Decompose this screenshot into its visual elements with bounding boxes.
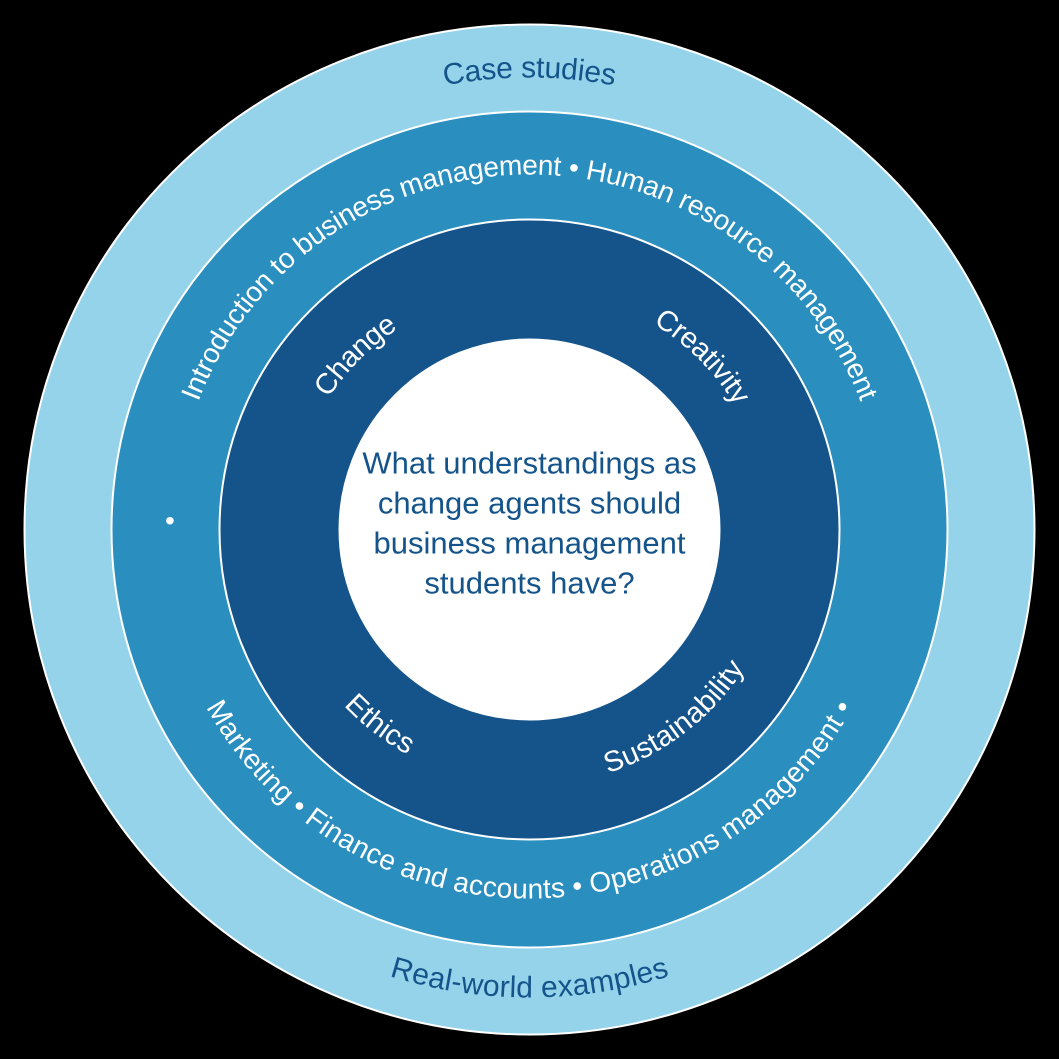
concentric-diagram: Case studies Real-world examples Introdu… <box>0 0 1059 1059</box>
core-question-line: students have? <box>424 566 634 601</box>
core-question-line: change agents should <box>378 486 681 521</box>
middle-ring-bullet: • <box>154 515 185 526</box>
core-question-line: What understandings as <box>362 446 696 481</box>
core-question-line: business management <box>374 526 686 561</box>
